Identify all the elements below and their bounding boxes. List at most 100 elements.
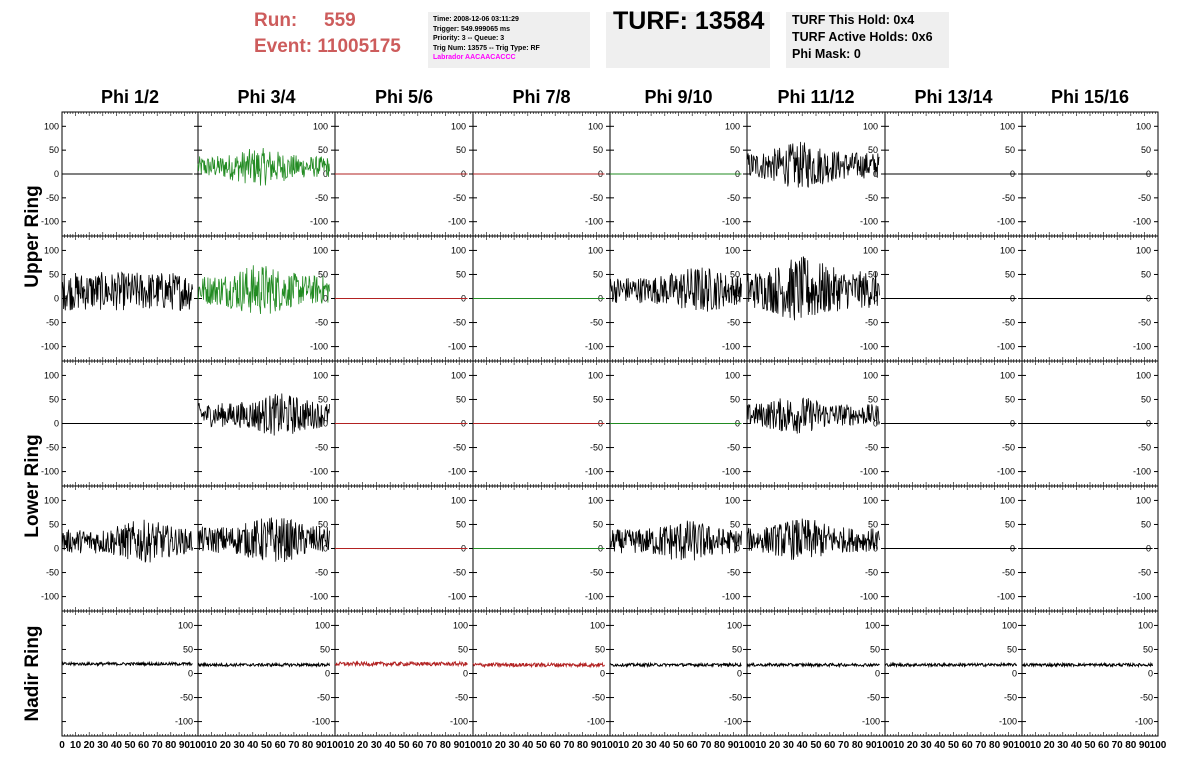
x-tick-label: 10 [1030,740,1042,751]
y-tick-label: 100 [725,121,740,131]
y-tick-label: -50 [455,693,468,703]
y-tick-label: 50 [1005,145,1015,155]
x-tick-label: 100 [465,740,482,751]
y-tick-label: -50 [1002,318,1015,328]
y-tick-label: -50 [865,193,878,203]
y-tick-label: -100 [722,467,740,477]
x-tick-label: 50 [398,740,410,751]
x-tick-label: 70 [975,740,987,751]
x-tick-label: 70 [426,740,438,751]
x-tick-label: 10 [755,740,767,751]
y-tick-label: 50 [456,394,466,404]
x-tick-label: 70 [838,740,850,751]
y-tick-label: -50 [46,443,59,453]
y-tick-label: -50 [727,193,740,203]
y-tick-label: 100 [451,245,466,255]
turf-box [606,12,770,68]
x-tick-label: 10 [618,740,630,751]
y-tick-label: 0 [737,669,742,679]
y-tick-label: 50 [732,644,742,654]
x-tick-label: 40 [247,740,259,751]
y-tick-label: 0 [463,669,468,679]
y-tick-label: 50 [456,145,466,155]
y-tick-label: 50 [1005,519,1015,529]
y-tick-label: 50 [1005,269,1015,279]
y-tick-label: -50 [1002,568,1015,578]
y-tick-label: -100 [175,717,193,727]
y-tick-label: -50 [727,568,740,578]
x-tick-label: 70 [288,740,300,751]
x-tick-label: 70 [563,740,575,751]
y-tick-label: 50 [320,644,330,654]
run-label: Run: [254,10,298,31]
x-tick-label: 50 [124,740,136,751]
x-tick-label: 10 [343,740,355,751]
y-tick-label: 100 [178,620,193,630]
y-tick-label: -100 [448,592,466,602]
y-tick-label: 50 [730,519,740,529]
y-tick-label: -100 [448,342,466,352]
y-tick-label: 50 [1141,394,1151,404]
y-tick-label: -100 [860,467,878,477]
waveform-trace-r1-c0 [61,271,193,312]
y-tick-label: -100 [724,717,742,727]
y-tick-label: 0 [323,544,328,554]
x-tick-label: 90 [1003,740,1015,751]
x-tick-label: 20 [769,740,781,751]
y-tick-label: -100 [310,217,328,227]
x-tick-label: 60 [824,740,836,751]
y-tick-label: 100 [313,370,328,380]
turf-hold-box: TURF This Hold: 0x4 TURF Active Holds: 0… [786,12,949,68]
x-tick-label: 80 [1125,740,1137,751]
x-tick-label: 70 [152,740,164,751]
y-tick-label: 0 [323,419,328,429]
y-tick-label: -100 [860,592,878,602]
y-tick-label: -100 [310,592,328,602]
y-tick-label: 100 [727,620,742,630]
y-tick-label: -50 [867,693,880,703]
y-tick-label: -100 [997,592,1015,602]
y-tick-label: 50 [868,519,878,529]
x-tick-label: 40 [385,740,397,751]
y-tick-label: 0 [323,169,328,179]
x-tick-label: 80 [714,740,726,751]
x-tick-label: 60 [550,740,562,751]
y-tick-label: 50 [593,269,603,279]
y-tick-label: 100 [313,495,328,505]
y-tick-label: 50 [1005,394,1015,404]
x-tick-label: 80 [440,740,452,751]
y-tick-label: -50 [727,443,740,453]
y-tick-label: -100 [41,342,59,352]
column-heading-6: Phi 11/12 [777,87,854,107]
y-tick-label: -50 [46,568,59,578]
waveform-trace-r4-c0 [61,660,193,668]
x-tick-label: 90 [1139,740,1151,751]
x-tick-label: 20 [357,740,369,751]
waveform-trace-r2-c5 [746,397,880,434]
y-tick-label: 100 [863,245,878,255]
y-tick-label: -50 [590,568,603,578]
y-tick-label: 50 [868,394,878,404]
y-tick-label: -100 [1133,217,1151,227]
y-tick-label: 100 [725,245,740,255]
y-tick-label: 50 [730,269,740,279]
y-tick-label: -100 [722,217,740,227]
y-tick-label: 100 [863,370,878,380]
y-tick-label: 50 [49,145,59,155]
y-tick-label: 50 [1007,644,1017,654]
x-tick-label: 60 [687,740,699,751]
x-tick-label: 0 [59,740,65,751]
x-tick-label: 30 [97,740,109,751]
waveform-trace-r0-c5 [746,141,880,188]
y-tick-label: 50 [458,644,468,654]
y-tick-label: 100 [44,245,59,255]
y-tick-label: 100 [313,245,328,255]
info-labrador: Labrador AACAACACCC [433,54,516,62]
waveform-trace-r1-c4 [609,267,742,312]
y-tick-label: 0 [873,294,878,304]
column-heading-2: Phi 3/4 [237,87,295,107]
y-tick-label: -50 [46,318,59,328]
x-tick-label: 20 [632,740,644,751]
y-tick-label: -100 [585,217,603,227]
phi-mask: Phi Mask: 0 [792,47,861,61]
